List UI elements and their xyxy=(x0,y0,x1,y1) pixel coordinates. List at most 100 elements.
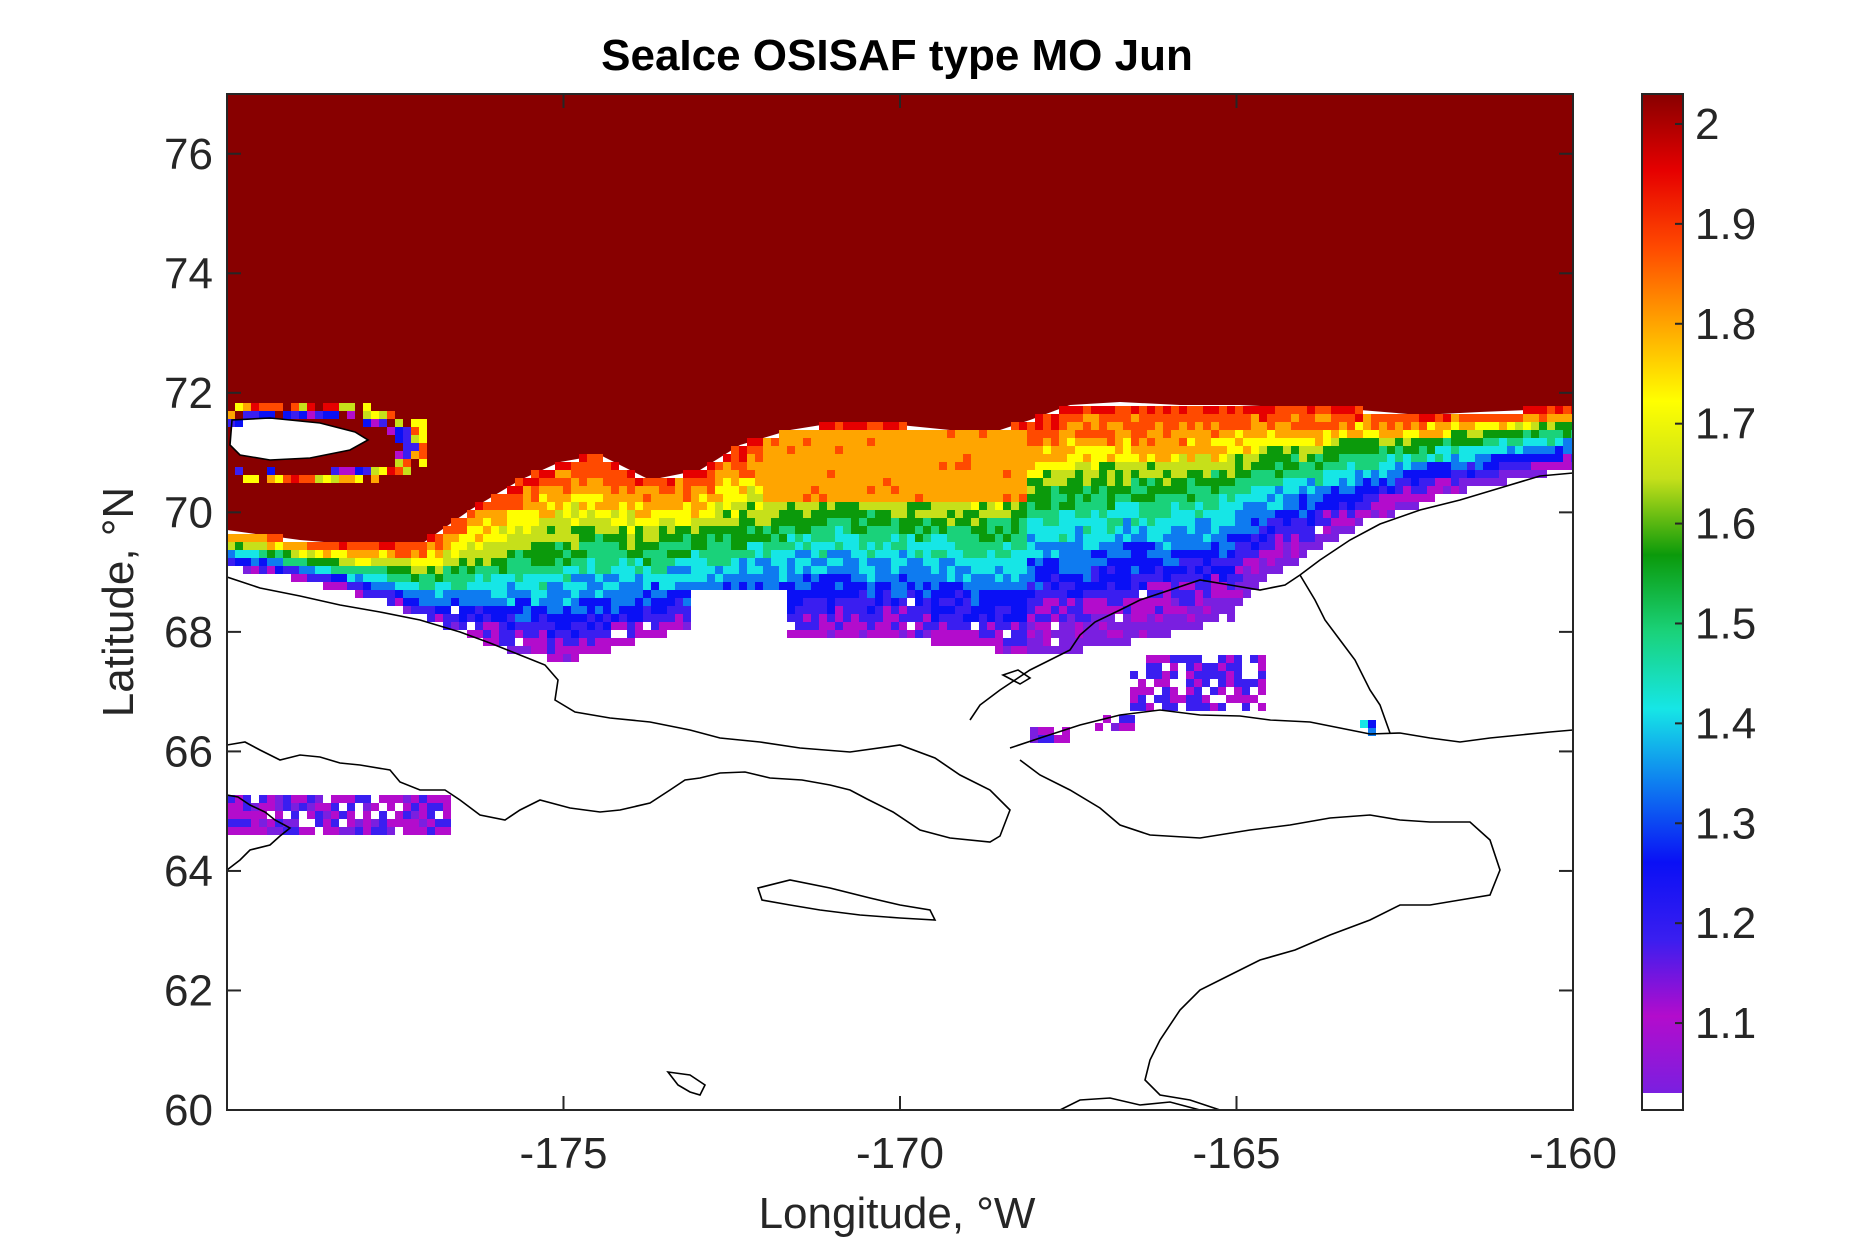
ice-cell xyxy=(1154,671,1162,679)
ice-cell xyxy=(1043,614,1051,622)
ice-cell xyxy=(1119,723,1127,731)
ice-cell xyxy=(795,526,803,534)
ice-cell xyxy=(971,638,979,646)
ice-cell xyxy=(1475,454,1483,462)
ice-cell xyxy=(1363,438,1371,446)
ice-cell xyxy=(523,622,531,630)
ice-cell xyxy=(827,446,835,454)
ice-cell xyxy=(891,582,899,590)
ice-cell xyxy=(1331,406,1339,414)
ice-cell xyxy=(523,590,531,598)
ice-cell xyxy=(747,438,755,446)
ice-cell xyxy=(651,542,659,550)
ice-cell xyxy=(1347,446,1355,454)
ice-cell xyxy=(315,550,323,558)
ice-cell xyxy=(675,534,683,542)
ice-cell xyxy=(827,558,835,566)
ice-cell xyxy=(1411,414,1419,422)
ice-cell xyxy=(571,502,579,510)
ice-cell xyxy=(643,582,651,590)
ice-cell xyxy=(435,542,443,550)
ice-cell xyxy=(1419,478,1427,486)
ice-cell xyxy=(611,510,619,518)
ice-cell xyxy=(1099,582,1107,590)
ice-cell xyxy=(715,566,723,574)
ice-cell xyxy=(1547,414,1555,422)
ice-cell xyxy=(411,598,419,606)
ice-cell xyxy=(803,510,811,518)
ice-cell xyxy=(339,467,347,475)
ice-cell xyxy=(811,566,819,574)
ice-cell xyxy=(995,478,1003,486)
ice-cell xyxy=(971,614,979,622)
ice-cell xyxy=(1139,614,1147,622)
ice-cell xyxy=(531,550,539,558)
ice-cell xyxy=(395,590,403,598)
ice-cell xyxy=(947,502,955,510)
ice-cell xyxy=(1067,622,1075,630)
ice-cell xyxy=(979,526,987,534)
ice-cell xyxy=(1419,414,1427,422)
ice-cell xyxy=(1163,630,1171,638)
ice-cell xyxy=(907,510,915,518)
ice-cell xyxy=(291,819,299,827)
ice-cell xyxy=(1427,470,1435,478)
ice-cell xyxy=(795,462,803,470)
ice-cell xyxy=(867,622,875,630)
ice-cell xyxy=(859,566,867,574)
ice-cell xyxy=(555,646,563,654)
ice-cell xyxy=(1427,438,1435,446)
ice-cell xyxy=(507,550,515,558)
ice-cell xyxy=(891,446,899,454)
ice-cell xyxy=(619,566,627,574)
ice-cell xyxy=(531,630,539,638)
ice-cell xyxy=(955,550,963,558)
ice-cell xyxy=(419,435,427,443)
ice-cell xyxy=(523,494,531,502)
ice-cell xyxy=(1043,430,1051,438)
ice-cell xyxy=(1011,614,1019,622)
ice-cell xyxy=(867,630,875,638)
ice-cell xyxy=(651,502,659,510)
ice-cell xyxy=(955,470,963,478)
colorbar-gradient xyxy=(1642,94,1683,1093)
ice-cell xyxy=(1043,598,1051,606)
ice-cell xyxy=(1155,438,1163,446)
ice-cell xyxy=(1203,542,1211,550)
ice-cell xyxy=(627,622,635,630)
ice-cell xyxy=(595,550,603,558)
ice-cell xyxy=(579,526,587,534)
ice-cell xyxy=(1251,550,1259,558)
ice-cell xyxy=(835,438,843,446)
ice-cell xyxy=(1299,454,1307,462)
ice-cell xyxy=(995,510,1003,518)
ice-cell xyxy=(755,518,763,526)
ice-cell xyxy=(603,542,611,550)
ice-cell xyxy=(811,542,819,550)
ice-cell xyxy=(635,502,643,510)
ice-cell xyxy=(883,502,891,510)
ice-cell xyxy=(267,475,275,483)
ice-cell xyxy=(931,470,939,478)
ice-cell xyxy=(1179,494,1187,502)
ice-cell xyxy=(1127,715,1135,723)
ice-cell xyxy=(1251,486,1259,494)
ice-cell xyxy=(939,606,947,614)
ice-cell xyxy=(1227,534,1235,542)
ice-cell xyxy=(787,542,795,550)
ice-cell xyxy=(547,582,555,590)
ice-cell xyxy=(443,566,451,574)
ice-cell xyxy=(1171,494,1179,502)
ice-cell xyxy=(603,494,611,502)
ice-cell xyxy=(931,478,939,486)
ice-cell xyxy=(747,486,755,494)
ice-cell xyxy=(1107,574,1115,582)
ice-cell xyxy=(571,622,579,630)
ice-cell xyxy=(1131,430,1139,438)
ice-cell xyxy=(891,510,899,518)
ice-cell xyxy=(1155,598,1163,606)
ice-cell xyxy=(1515,454,1523,462)
ice-cell xyxy=(771,510,779,518)
ice-cell xyxy=(587,598,595,606)
ice-cell xyxy=(1363,478,1371,486)
